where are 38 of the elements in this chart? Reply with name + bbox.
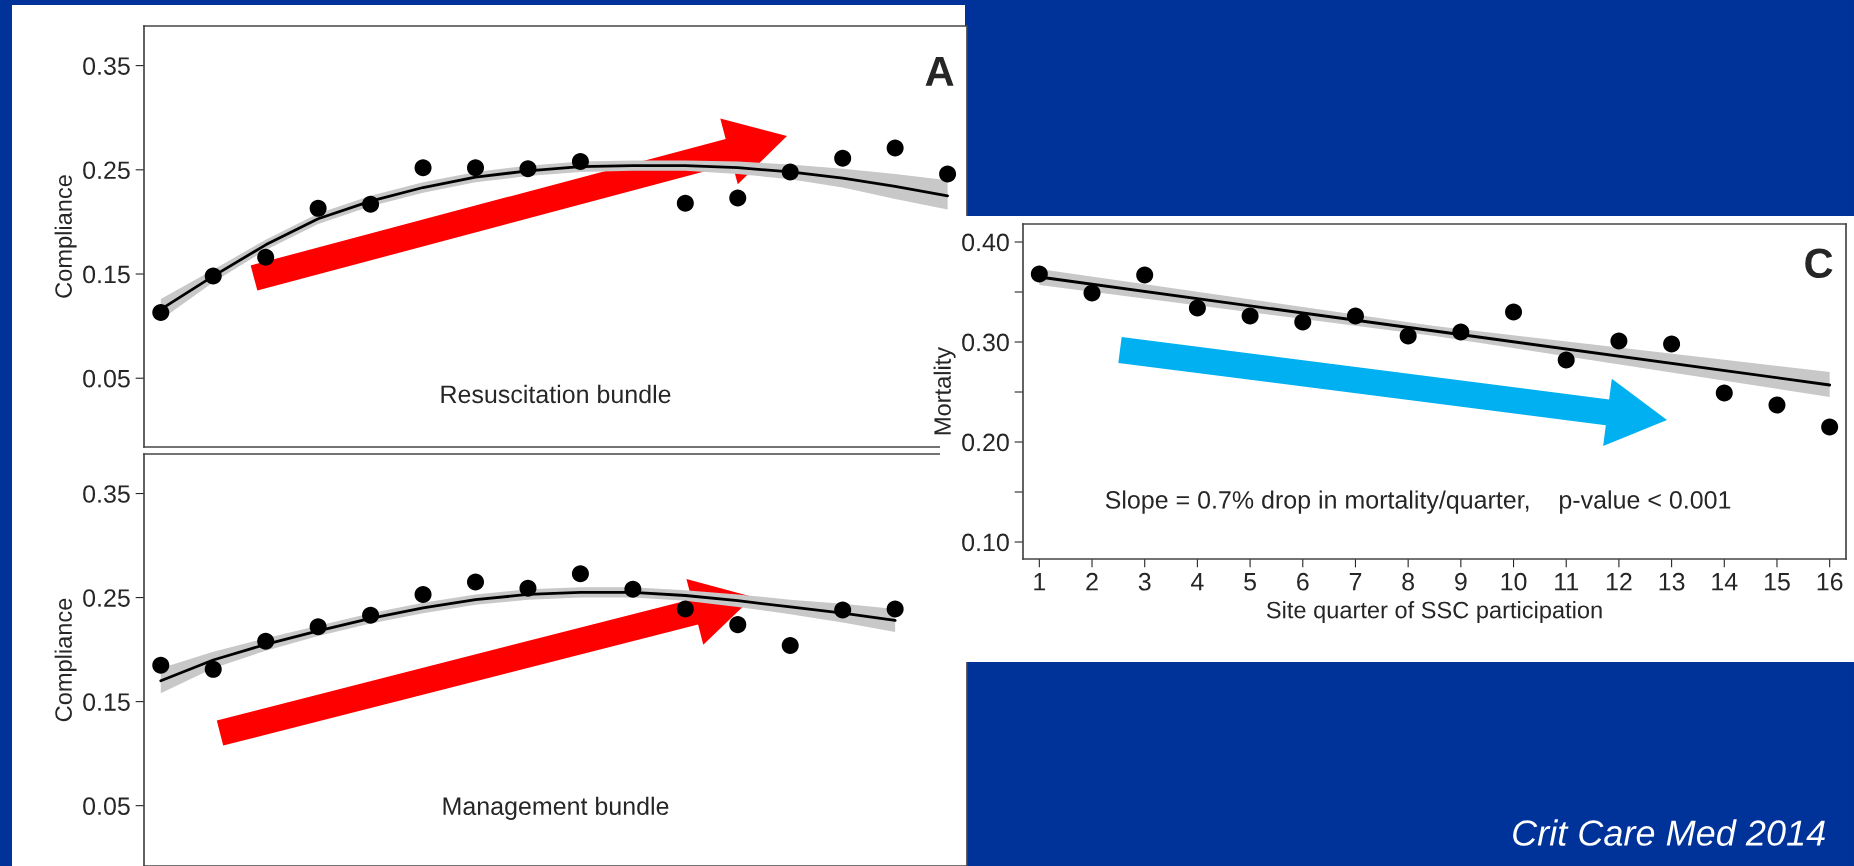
x-tick-label: 10: [1501, 572, 1527, 591]
x-tick-label: 7: [1349, 573, 1362, 591]
y-tick-label: 0.35: [83, 485, 130, 503]
x-tick-label: 16: [1817, 572, 1843, 591]
x-tick-label: 5: [1244, 573, 1256, 591]
annotation: C: [1805, 248, 1833, 279]
y-tick-label: 0.25: [83, 589, 130, 607]
x-tick-label: 14: [1712, 573, 1738, 591]
y-axis-title: Compliance: [54, 598, 77, 722]
y-tick-label: 0.35: [83, 57, 130, 75]
x-tick-label: 12: [1606, 572, 1632, 591]
x-tick-label: 3: [1138, 572, 1151, 591]
annotation: Slope = 0.7% drop in mortality/quarter, p-value < 0.001: [1105, 490, 1731, 514]
text: Crit Care Med 2014: [1513, 819, 1825, 846]
x-tick-label: 4: [1191, 573, 1204, 591]
x-tick-label: 11: [1555, 573, 1578, 591]
y-tick-label: 0.15: [83, 693, 130, 711]
x-tick-label: 13: [1659, 572, 1685, 591]
y-tick-label: 0.30: [962, 333, 1009, 352]
annotation: A: [925, 57, 954, 86]
x-tick-label: 1: [1034, 573, 1046, 591]
y-tick-label: 0.05: [83, 797, 130, 815]
x-tick-label: 6: [1297, 572, 1309, 591]
y-axis-title: Compliance: [54, 175, 77, 298]
y-tick-label: 0.10: [962, 533, 1009, 552]
y-tick-label: 0.40: [962, 233, 1009, 252]
y-axis-title: Mortality: [933, 346, 956, 435]
x-axis-title: Site quarter of SSC participation: [1266, 601, 1602, 624]
y-tick-label: 0.20: [962, 433, 1009, 452]
y-tick-label: 0.15: [83, 265, 130, 284]
y-tick-label: 0.25: [83, 161, 130, 180]
x-tick-label: 15: [1764, 573, 1790, 591]
y-tick-label: 0.05: [83, 369, 130, 388]
x-tick-label: 8: [1402, 572, 1415, 591]
x-tick-label: 9: [1455, 572, 1467, 591]
x-tick-label: 2: [1086, 572, 1098, 591]
annotation: Resuscitation bundle: [441, 384, 671, 404]
annotation: Management bundle: [443, 796, 669, 820]
